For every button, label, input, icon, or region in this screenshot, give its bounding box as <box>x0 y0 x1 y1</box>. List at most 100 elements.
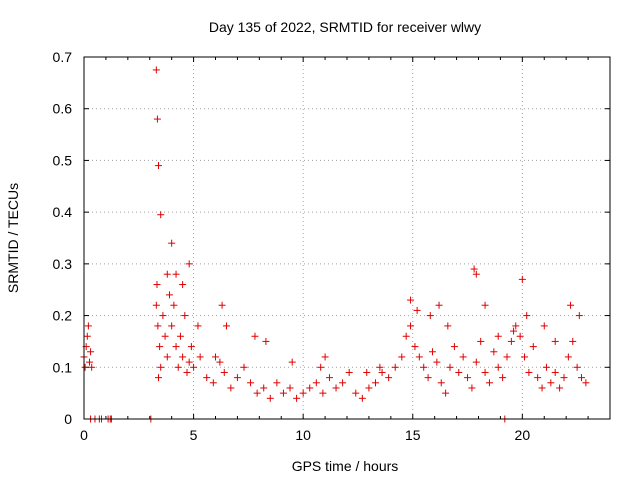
data-point <box>196 353 204 361</box>
data-point <box>494 363 502 371</box>
data-point <box>222 322 230 330</box>
data-point <box>87 348 95 356</box>
data-point <box>352 389 360 397</box>
data-point <box>578 374 586 382</box>
data-point <box>391 363 399 371</box>
data-point <box>262 337 270 345</box>
x-axis-label: GPS time / hours <box>292 458 399 474</box>
plot-frame <box>83 56 611 420</box>
data-point <box>220 368 228 376</box>
y-tick-label: 0.4 <box>53 204 73 220</box>
data-point <box>88 363 96 371</box>
data-point <box>203 374 211 382</box>
data-point <box>575 312 583 320</box>
data-point <box>407 322 415 330</box>
data-point <box>415 353 423 361</box>
data-point <box>247 379 255 387</box>
data-point <box>560 374 568 382</box>
data-point <box>279 389 287 397</box>
data-point <box>339 379 347 387</box>
data-point <box>299 389 307 397</box>
tick-label-layer: 0 5 10 15 20 0 0.1 0.2 0.3 0.4 0.5 0.6 0.7 <box>53 49 531 443</box>
x-tick-label: 15 <box>405 427 421 443</box>
data-point <box>518 275 526 283</box>
data-point <box>411 343 419 351</box>
data-point <box>485 379 493 387</box>
data-point <box>155 162 163 170</box>
data-point <box>385 374 393 382</box>
y-tick-label: 0.7 <box>53 49 73 65</box>
data-point <box>507 337 515 345</box>
data-point <box>472 358 480 366</box>
data-point <box>446 363 454 371</box>
data-point <box>253 389 261 397</box>
data-point <box>154 322 162 330</box>
data-point <box>556 384 564 392</box>
y-tick-label: 0.5 <box>53 152 73 168</box>
data-point <box>420 363 428 371</box>
y-tick-label: 0 <box>64 411 72 427</box>
data-point <box>564 353 572 361</box>
data-point <box>190 363 198 371</box>
data-point <box>494 332 502 340</box>
data-point <box>209 379 217 387</box>
data-point <box>551 337 559 345</box>
data-point <box>459 353 467 361</box>
data-point <box>444 322 452 330</box>
data-point <box>499 374 507 382</box>
data-point <box>538 384 546 392</box>
data-point <box>179 281 187 289</box>
y-tick-label: 0.1 <box>53 359 73 375</box>
data-point <box>240 363 248 371</box>
data-point <box>540 322 548 330</box>
data-point <box>468 384 476 392</box>
data-point <box>218 301 226 309</box>
data-point <box>345 368 353 376</box>
x-tick-label: 5 <box>190 427 198 443</box>
data-point <box>321 353 329 361</box>
data-marks <box>80 66 590 423</box>
data-point <box>378 368 386 376</box>
data-point <box>168 322 176 330</box>
data-point <box>325 374 333 382</box>
data-point <box>273 379 281 387</box>
data-point <box>407 296 415 304</box>
data-point <box>293 394 301 402</box>
grid-layer <box>84 57 610 419</box>
data-point <box>85 358 93 366</box>
data-point <box>398 353 406 361</box>
data-point <box>481 301 489 309</box>
data-point <box>435 301 443 309</box>
data-point <box>306 384 314 392</box>
data-point <box>481 368 489 376</box>
data-point <box>83 332 91 340</box>
data-point <box>450 343 458 351</box>
data-point <box>157 363 165 371</box>
x-tick-label: 0 <box>80 427 88 443</box>
data-point <box>470 265 478 273</box>
data-point <box>472 270 480 278</box>
data-point <box>187 343 195 351</box>
data-point <box>157 211 165 219</box>
data-point <box>512 322 520 330</box>
data-point <box>216 358 224 366</box>
data-point <box>424 374 432 382</box>
data-point <box>455 368 463 376</box>
data-point <box>159 312 167 320</box>
data-point <box>358 394 366 402</box>
data-point <box>376 363 384 371</box>
data-point <box>426 312 434 320</box>
data-point <box>437 379 445 387</box>
data-point <box>152 301 160 309</box>
data-point <box>464 374 472 382</box>
data-point <box>551 368 559 376</box>
data-point <box>317 363 325 371</box>
data-point <box>363 368 371 376</box>
data-point <box>227 384 235 392</box>
tick-layer <box>83 56 610 420</box>
data-point <box>170 301 178 309</box>
data-point <box>168 239 176 247</box>
data-point <box>183 368 191 376</box>
data-point <box>251 332 259 340</box>
